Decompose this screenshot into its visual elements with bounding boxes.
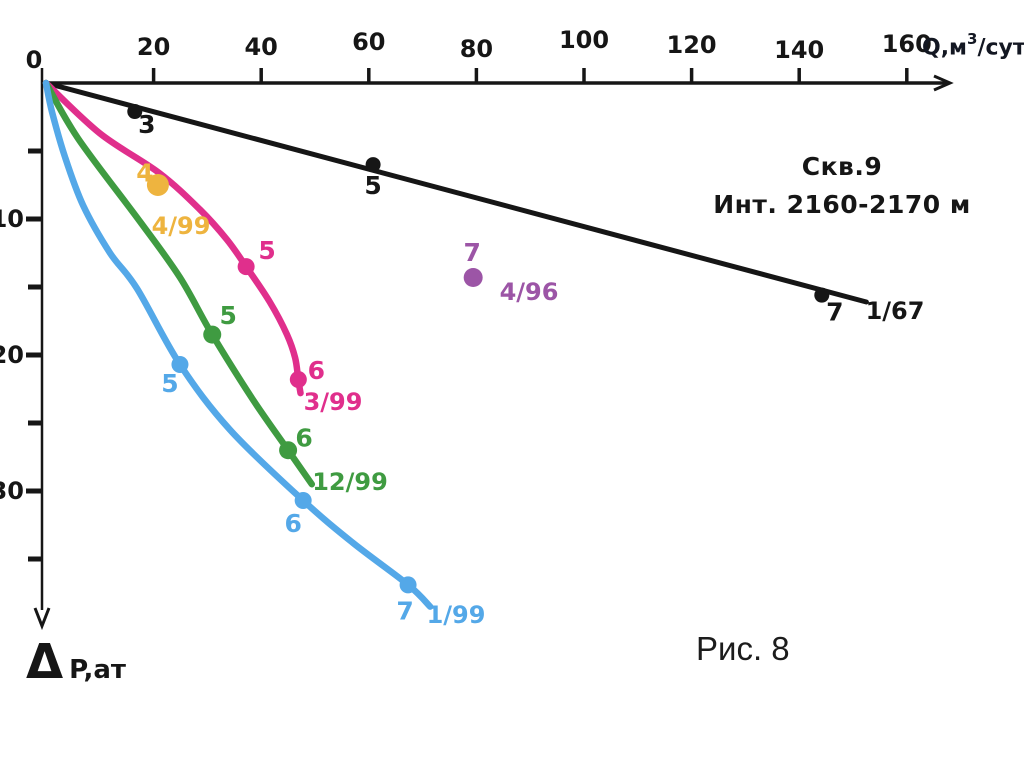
x-tick-label: 20 [137, 33, 170, 61]
y-tick-label: 10 [0, 205, 24, 233]
point-label-test-3-99-5: 5 [258, 236, 275, 265]
point-test-1-99-7 [399, 576, 417, 594]
date-label-test-4-96: 4/96 [500, 278, 559, 306]
y-axis-title-text: P,ат [69, 655, 126, 685]
date-label-test-4-99: 4/99 [152, 212, 211, 240]
point-label-test-4-96-7: 7 [463, 238, 480, 267]
x-tick-label: 100 [559, 26, 609, 54]
well-annotation: Скв.9 Инт. 2160-2170 м [712, 148, 972, 224]
point-label-test-1-99-7: 7 [396, 596, 413, 625]
point-label-test-1-99-6: 6 [284, 509, 301, 538]
well-interval: Инт. 2160-2170 м [713, 190, 971, 219]
point-test-1-67-3 [127, 104, 143, 120]
x-axis-title-suffix: /сут [977, 35, 1024, 61]
x-axis-title-prefix: Q,м [922, 35, 968, 61]
point-label-test-1-67-3: 3 [138, 110, 155, 139]
point-label-test-12-99-5: 5 [220, 301, 237, 330]
x-axis-title-sup: 3 [967, 30, 978, 48]
x-tick-label: 40 [244, 33, 277, 61]
date-label-test-12-99: 12/99 [312, 468, 388, 496]
x-tick-label: 120 [667, 31, 717, 59]
x-tick-label: 160 [882, 30, 932, 58]
y-tick-label: 20 [0, 341, 24, 369]
point-test-4-96-7 [463, 267, 483, 287]
point-test-1-67-5 [365, 157, 381, 173]
point-label-test-1-99-5: 5 [161, 369, 178, 398]
figure-caption: Рис. 8 [696, 630, 790, 667]
x-axis-title: Q,м3/сут [922, 30, 1024, 61]
x-axis-arrow-icon [933, 74, 954, 92]
x-tick-label: 60 [352, 28, 385, 56]
date-label-test-1-67: 1/67 [866, 297, 925, 325]
y-axis-title: Δ P,ат [26, 638, 126, 686]
point-label-test-1-67-5: 5 [364, 171, 381, 200]
point-test-3-99-5 [237, 258, 255, 276]
origin-label: 0 [26, 46, 43, 74]
point-test-1-99-6 [294, 492, 312, 510]
y-axis-arrow-icon [33, 607, 51, 631]
point-test-12-99-5 [203, 325, 222, 344]
point-label-test-12-99-6: 6 [295, 424, 312, 453]
curve-test-1-99 [42, 79, 434, 610]
point-label-test-1-67-7: 7 [826, 298, 843, 327]
point-test-3-99-6 [289, 370, 307, 388]
point-test-4-99-4 [146, 174, 169, 196]
date-label-test-1-99: 1/99 [427, 601, 486, 629]
point-label-test-4-99-4: 4 [136, 159, 153, 188]
date-label-test-3-99: 3/99 [304, 388, 363, 416]
point-test-1-67-7 [814, 287, 830, 303]
curve-test-1-67 [43, 80, 869, 305]
curve-test-12-99 [42, 79, 316, 488]
x-tick-label: 80 [460, 35, 493, 63]
point-test-1-99-5 [171, 356, 189, 374]
well-name: Скв.9 [801, 152, 883, 181]
y-tick-label: 30 [0, 477, 24, 505]
x-tick-label: 140 [774, 36, 824, 64]
point-label-test-3-99-6: 6 [308, 356, 325, 385]
delta-symbol: Δ [26, 634, 64, 690]
point-test-12-99-6 [279, 441, 298, 460]
